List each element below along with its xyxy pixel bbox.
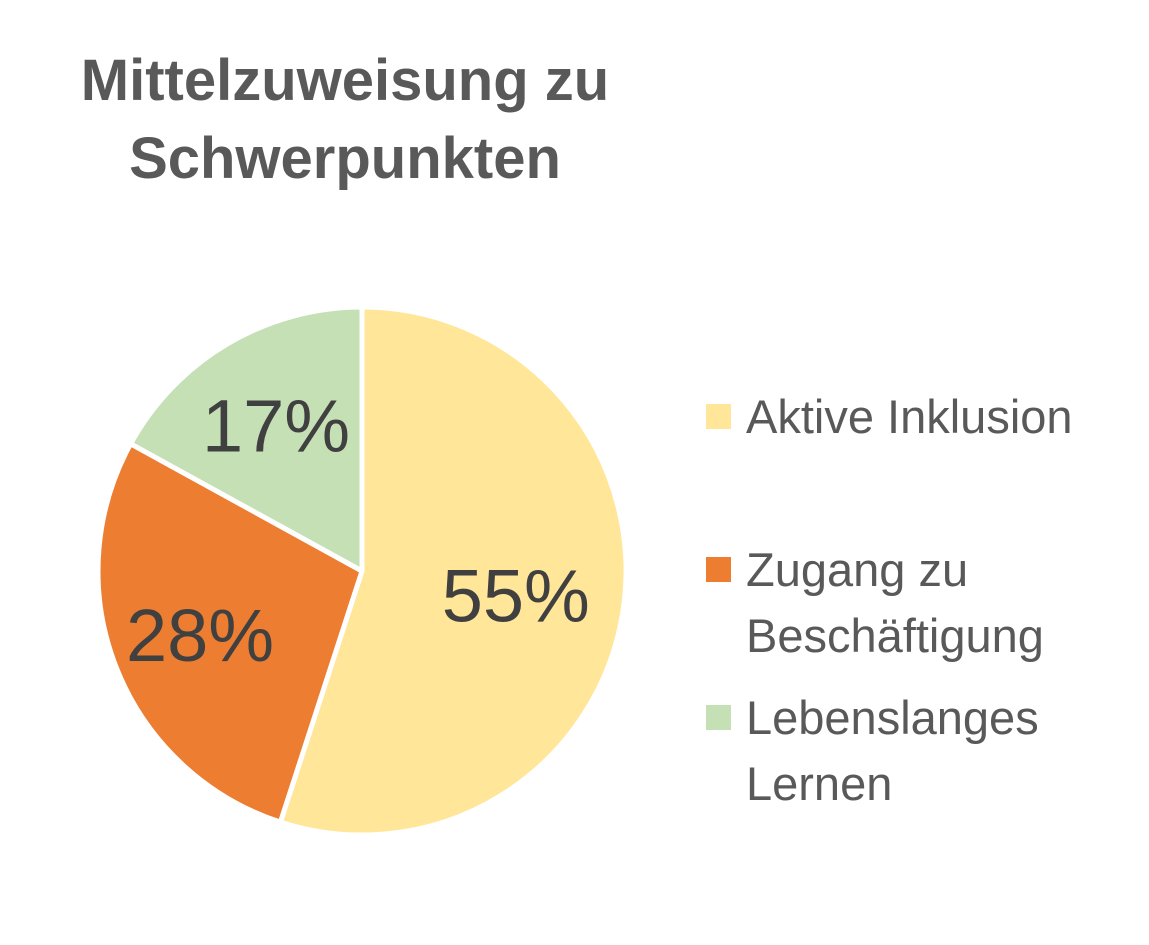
pie-data-label-3: 17% — [202, 385, 350, 468]
pie-data-label-2: 28% — [126, 594, 274, 677]
pie-slices — [95, 304, 629, 838]
pie-slice-2 — [95, 441, 365, 825]
pie-data-labels: 55% 28% 17% — [126, 385, 590, 677]
pie-slice-1 — [277, 304, 629, 838]
pie-slice-3 — [128, 304, 365, 574]
chart-title-line-1: Mittelzuweisung zu — [80, 48, 610, 113]
chart-title-line-2: Schwerpunkten — [129, 126, 561, 191]
pie-data-label-1: 55% — [442, 554, 590, 637]
chart-title: Mittelzuweisung zu Schwerpunkten — [40, 42, 650, 198]
